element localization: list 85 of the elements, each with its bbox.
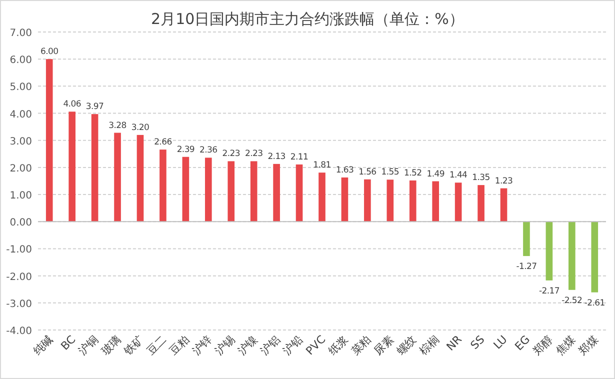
x-tick-label: 郑醇: [530, 332, 556, 358]
bar: [341, 177, 348, 222]
bar: [546, 222, 553, 280]
data-label: -2.52: [562, 296, 582, 306]
bar: [500, 188, 508, 222]
data-label: 2.39: [176, 144, 195, 155]
x-tick-label: 沪铅: [280, 332, 306, 358]
y-tick-label: 3.00: [10, 136, 32, 148]
data-label: 1.49: [426, 169, 444, 180]
y-tick-label: 2.00: [10, 163, 32, 174]
bar: [454, 182, 462, 222]
data-label: 2.23: [222, 149, 240, 160]
x-tick-label: SS: [468, 332, 488, 352]
data-label: 1.35: [472, 173, 490, 184]
data-label: 1.52: [404, 168, 422, 178]
data-label: 2.36: [200, 146, 218, 156]
data-label: 2.66: [154, 138, 172, 148]
x-tick-label: LU: [491, 332, 510, 352]
bar: [523, 222, 530, 256]
bar: [409, 180, 416, 222]
x-tick-label: 豆二: [144, 332, 170, 358]
chart-title: 2月10日国内期市主力合约涨跌幅（单位：%）: [151, 10, 464, 28]
x-tick-label: 沪铝: [258, 332, 283, 358]
x-tick-label: 螺纹: [394, 332, 419, 358]
x-tick-label: 沪锡: [212, 332, 238, 358]
data-label: 3.28: [108, 120, 126, 131]
data-label: 4.06: [63, 100, 81, 110]
y-tick-label: 6.00: [10, 55, 32, 66]
bar: [478, 185, 484, 222]
data-label: -2.61: [584, 298, 605, 308]
x-tick-label: 纸浆: [326, 332, 351, 358]
data-label: 1.23: [494, 176, 513, 186]
data-label: 2.11: [290, 152, 308, 162]
x-tick-label: 菜粕: [348, 332, 374, 358]
y-tick-label: -1.00: [6, 244, 32, 256]
bar: [568, 222, 576, 290]
x-tick-label: BC: [58, 332, 78, 353]
x-tick-label: 尿素: [372, 332, 396, 358]
bar: [136, 134, 144, 222]
bar: [591, 222, 598, 292]
bar: [68, 112, 76, 222]
data-label: 3.20: [131, 122, 150, 133]
bar: [182, 156, 190, 222]
y-tick-label: 5.00: [10, 82, 32, 94]
bar: [114, 132, 121, 222]
data-label: 2.23: [244, 149, 263, 160]
x-tick-label: NR: [444, 332, 465, 354]
data-label: 1.63: [336, 165, 354, 176]
bar: [160, 150, 166, 222]
data-label: 1.81: [313, 160, 331, 171]
data-label: 3.97: [86, 102, 104, 112]
x-tick-label: 纯碱: [30, 332, 56, 358]
y-tick-label: 4.00: [10, 109, 32, 120]
data-label: 1.56: [358, 167, 376, 178]
x-tick-label: 郑煤: [576, 332, 601, 358]
x-tick-label: 沪锌: [190, 332, 215, 358]
data-label: 2.13: [268, 152, 286, 162]
bar: [91, 114, 98, 222]
bar: [46, 59, 53, 222]
bar: [386, 180, 394, 222]
data-label: 1.44: [449, 170, 468, 181]
bar: [250, 161, 258, 222]
y-tick-label: -3.00: [6, 298, 32, 310]
bar: [204, 158, 212, 222]
data-label: -2.17: [538, 286, 560, 296]
data-label: 6.00: [40, 47, 58, 58]
y-tick-label: 7.00: [10, 28, 32, 39]
y-tick-label: 0.00: [10, 218, 32, 229]
x-tick-label: 豆粕: [167, 332, 192, 358]
data-label: -1.27: [516, 262, 537, 272]
y-tick-label: 1.00: [10, 190, 32, 202]
bar: [364, 179, 371, 222]
bar: [296, 164, 303, 222]
x-tick-label: 焦煤: [553, 332, 578, 358]
y-tick-label: -4.00: [6, 326, 32, 337]
y-tick-label: -2.00: [6, 272, 32, 283]
data-label: 1.55: [381, 168, 400, 178]
bar: [273, 164, 280, 222]
bar: [318, 172, 326, 222]
x-tick-label: EG: [512, 332, 533, 354]
bar: [228, 161, 235, 222]
x-tick-label: 棕榈: [416, 332, 442, 358]
x-tick-label: 沪铜: [76, 332, 101, 358]
x-tick-label: 沪镍: [235, 332, 260, 358]
bar: [432, 181, 440, 222]
